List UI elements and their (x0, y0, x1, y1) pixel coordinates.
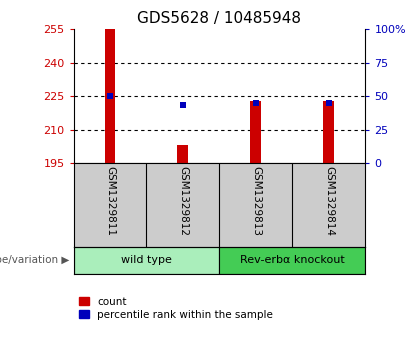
Text: Rev-erbα knockout: Rev-erbα knockout (240, 256, 345, 265)
Legend: count, percentile rank within the sample: count, percentile rank within the sample (79, 297, 273, 320)
Text: GSM1329814: GSM1329814 (324, 166, 334, 236)
Bar (178, 145, 189, 163)
Bar (220, 247, 365, 274)
Bar (323, 101, 334, 163)
Title: GDS5628 / 10485948: GDS5628 / 10485948 (137, 12, 302, 26)
Text: GSM1329811: GSM1329811 (105, 166, 115, 236)
Bar (105, 29, 116, 163)
Text: genotype/variation ▶: genotype/variation ▶ (0, 256, 69, 265)
Bar (250, 101, 261, 163)
Text: wild type: wild type (121, 256, 172, 265)
Bar (74, 247, 220, 274)
Text: GSM1329812: GSM1329812 (178, 166, 188, 236)
Text: GSM1329813: GSM1329813 (251, 166, 261, 236)
